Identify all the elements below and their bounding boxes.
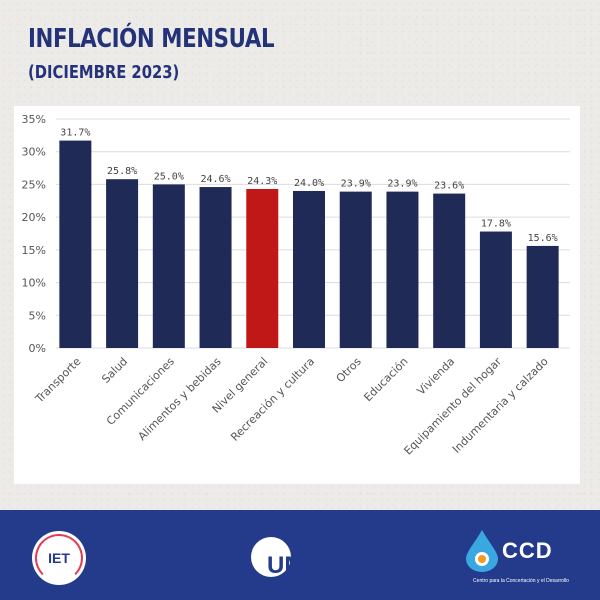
x-tick-label: Vivienda xyxy=(415,355,458,398)
data-label: 24.0% xyxy=(294,178,324,189)
bar-chart: 0% 5% 10% 15% 20% 25% 30% 35% 31.7% Transporte 25.… xyxy=(22,113,570,458)
data-label: 23.6% xyxy=(434,181,464,192)
x-tick-label: Otros xyxy=(334,355,364,385)
page-title: INFLACIÓN MENSUAL xyxy=(28,24,275,54)
bar xyxy=(106,179,139,348)
bar xyxy=(479,231,512,348)
data-label: 25.0% xyxy=(154,171,184,182)
ccd-logo-text: CCD xyxy=(502,538,553,563)
data-label: 24.3% xyxy=(247,176,277,187)
data-label: 25.8% xyxy=(107,166,137,177)
x-tick-label: Educación xyxy=(361,355,410,404)
data-label: 15.6% xyxy=(528,233,558,244)
data-label: 31.7% xyxy=(60,128,90,139)
data-label: 23.9% xyxy=(341,179,371,190)
y-tick-label: 20% xyxy=(22,211,46,224)
umet-logo: UMET xyxy=(251,537,335,579)
iet-logo-text: IET xyxy=(48,550,70,566)
y-tick-label: 25% xyxy=(22,178,46,191)
page-subtitle: (DICIEMBRE 2023) xyxy=(28,62,180,83)
bar xyxy=(339,191,372,348)
y-tick-label: 35% xyxy=(22,113,46,126)
data-label: 24.6% xyxy=(200,174,230,185)
chart-card: 0% 5% 10% 15% 20% 25% 30% 35% 31.7% Transporte 25.… xyxy=(14,106,580,484)
iet-logo: IET xyxy=(32,531,86,585)
bar xyxy=(386,191,419,348)
ccd-logo: CCD Centro para la Concertación y el Des… xyxy=(460,526,580,590)
data-label: 17.8% xyxy=(481,219,511,230)
y-tick-label: 15% xyxy=(22,244,46,257)
y-tick-label: 30% xyxy=(22,146,46,159)
y-tick-label: 0% xyxy=(29,342,46,355)
x-tick-label: Transporte xyxy=(32,355,83,406)
bar xyxy=(433,193,466,348)
x-tick-label: Alimentos y bebidas xyxy=(136,355,224,443)
iet-logo-ring xyxy=(35,534,83,582)
ccd-logo-subtitle: Centro para la Concertación y el Desarro… xyxy=(473,578,569,584)
umet-logo-circle xyxy=(251,537,291,577)
data-label: 23.9% xyxy=(387,179,417,190)
water-drop-icon xyxy=(466,530,498,572)
bar xyxy=(152,184,185,348)
y-tick-label: 10% xyxy=(22,277,46,290)
bar xyxy=(246,189,279,348)
footer-band xyxy=(0,510,600,600)
bar xyxy=(526,245,559,348)
x-tick-label: Equipamiento del hogar xyxy=(402,355,505,458)
x-tick-label: Indumentaria y calzado xyxy=(450,355,551,456)
umet-logo-text: UMET xyxy=(267,552,335,579)
x-tick-label: Recreación y cultura xyxy=(228,355,317,444)
y-tick-label: 5% xyxy=(29,309,46,322)
x-tick-label: Salud xyxy=(99,355,130,386)
bar xyxy=(59,140,92,348)
bar xyxy=(293,190,325,348)
bar xyxy=(199,187,232,348)
